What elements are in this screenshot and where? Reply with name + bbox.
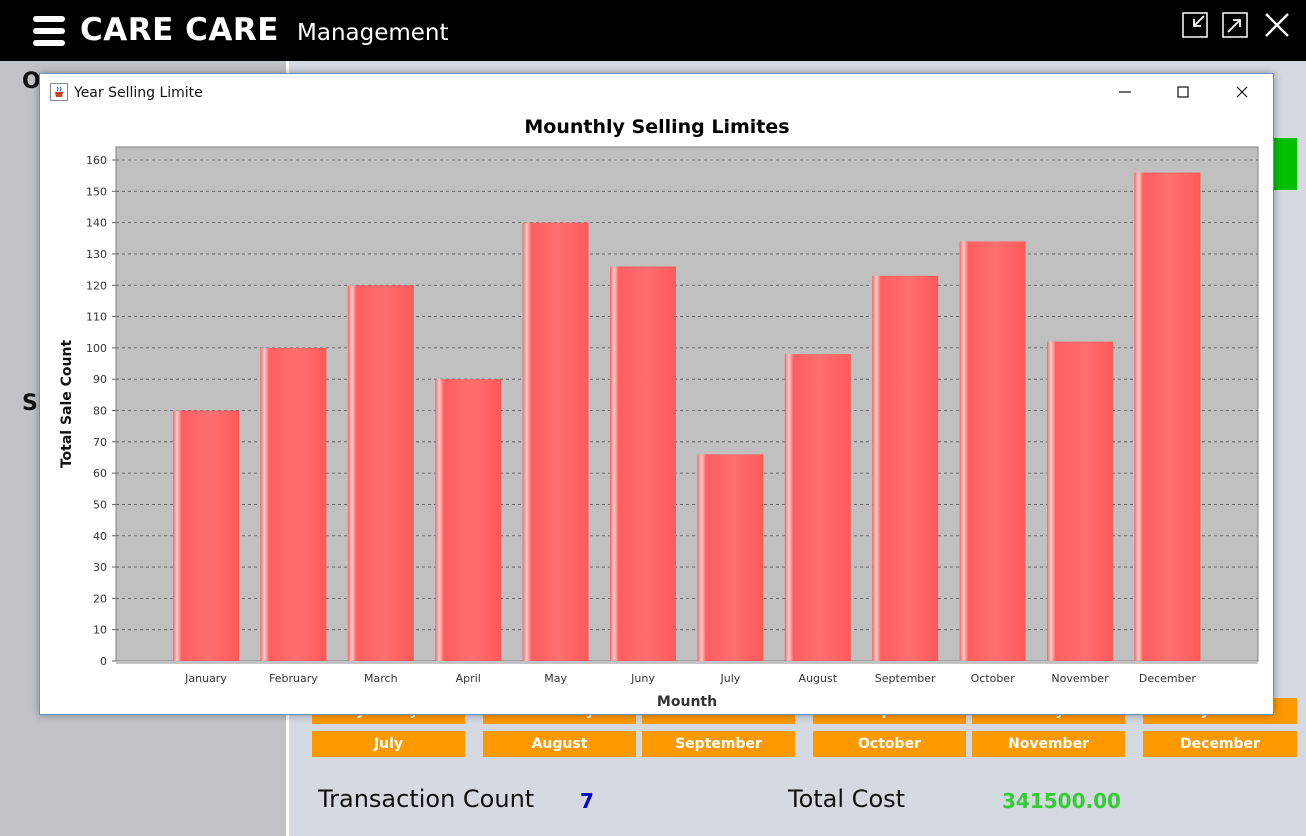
- brand-name: CARE CARE: [80, 12, 279, 48]
- bar-may: [522, 222, 589, 661]
- bar-february: [260, 347, 327, 661]
- minimize-window-icon[interactable]: [1182, 12, 1208, 38]
- bar-juny: [610, 266, 676, 661]
- y-tick-label: 20: [93, 592, 107, 605]
- dialog-maximize-icon[interactable]: [1171, 80, 1195, 104]
- dialog-minimize-icon[interactable]: [1113, 80, 1137, 104]
- chart-title: Mounthly Selling Limites: [524, 116, 789, 138]
- y-tick-label: 100: [86, 342, 107, 355]
- y-tick-label: 140: [86, 217, 107, 230]
- x-tick-label: October: [971, 672, 1015, 685]
- y-axis-ticks: 0 10 20 30 40 50 60 70 80 90 100 110 120 130 140 150 160: [86, 154, 116, 668]
- app-header: CARE CARE Management: [0, 0, 1306, 61]
- bar-october: [959, 241, 1026, 661]
- month-button-july[interactable]: July: [312, 731, 465, 757]
- x-tick-label: February: [269, 672, 318, 685]
- green-action-button[interactable]: [1270, 138, 1297, 190]
- month-button-november[interactable]: November: [972, 731, 1125, 757]
- x-tick-label: Juny: [630, 672, 655, 685]
- x-axis-label: Mounth: [657, 694, 717, 710]
- month-button-september[interactable]: September: [642, 731, 795, 757]
- bar-july: [697, 454, 764, 661]
- bars: [173, 172, 1201, 661]
- bar-december: [1134, 172, 1201, 661]
- y-tick-label: 10: [93, 624, 107, 637]
- month-button-october[interactable]: October: [813, 731, 966, 757]
- maximize-window-icon[interactable]: [1222, 12, 1248, 38]
- menu-icon[interactable]: [33, 16, 65, 46]
- brand-subtitle: Management: [297, 20, 449, 46]
- bar-november: [1047, 341, 1113, 661]
- transaction-count-label: Transaction Count: [318, 785, 535, 813]
- bar-april: [435, 379, 502, 661]
- y-tick-label: 30: [93, 561, 107, 574]
- bar-january: [173, 410, 239, 661]
- x-tick-label: December: [1139, 672, 1197, 685]
- dialog-title: Year Selling Limite: [74, 85, 203, 101]
- close-app-icon[interactable]: [1264, 12, 1290, 38]
- chart-dialog: Year Selling Limite Mounthly Selling Lim…: [39, 73, 1274, 715]
- y-tick-label: 160: [86, 154, 107, 167]
- y-tick-label: 40: [93, 530, 107, 543]
- x-tick-label: April: [456, 672, 481, 685]
- y-tick-label: 150: [86, 185, 107, 198]
- x-tick-label: July: [720, 672, 741, 685]
- y-tick-label: 110: [86, 311, 107, 324]
- left-panel-label-1: O: [22, 69, 41, 94]
- y-tick-label: 130: [86, 248, 107, 261]
- x-tick-label: November: [1051, 672, 1109, 685]
- java-cup-icon: [50, 83, 68, 101]
- transaction-count-value: 7: [580, 789, 594, 813]
- x-tick-label: March: [364, 672, 398, 685]
- y-tick-label: 90: [93, 373, 107, 386]
- total-cost-label: Total Cost: [788, 785, 906, 813]
- y-tick-label: 70: [93, 436, 107, 449]
- bar-august: [784, 354, 851, 661]
- y-tick-label: 80: [93, 405, 107, 418]
- bar-chart: Mounthly Selling Limites 0 10 20 30 40 50 60 70…: [59, 116, 1259, 710]
- month-button-august[interactable]: August: [483, 731, 636, 757]
- total-cost-value: 341500.00: [1002, 789, 1121, 813]
- y-tick-label: 50: [93, 498, 107, 511]
- dialog-close-icon[interactable]: [1230, 80, 1254, 104]
- month-button-december[interactable]: December: [1143, 731, 1297, 757]
- bar-march: [347, 285, 414, 661]
- x-tick-label: September: [875, 672, 936, 685]
- gridlines: [116, 159, 1258, 631]
- x-tick-label: January: [184, 672, 227, 685]
- y-tick-label: 0: [100, 655, 107, 668]
- x-tick-label: May: [544, 672, 567, 685]
- y-tick-label: 60: [93, 467, 107, 480]
- x-tick-label: August: [799, 672, 838, 685]
- y-axis-label: Total Sale Count: [59, 340, 75, 469]
- y-tick-label: 120: [86, 279, 107, 292]
- x-axis-ticks: January February March April May Juny July Augu…: [184, 672, 1196, 685]
- bar-september: [872, 275, 939, 661]
